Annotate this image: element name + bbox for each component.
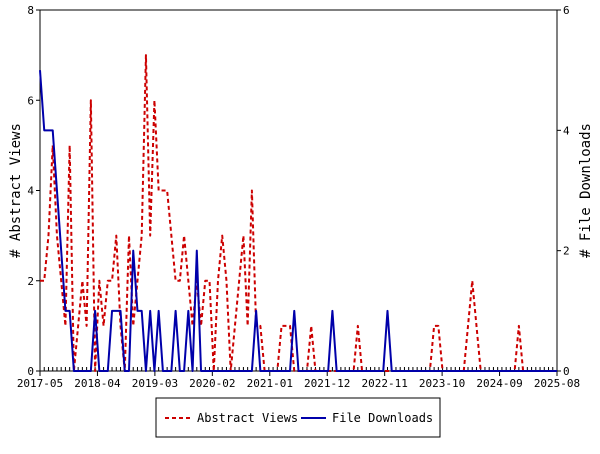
legend-label-abstract-views: Abstract Views — [197, 411, 298, 425]
x-tick-label: 2024-09 — [476, 377, 522, 390]
x-tick-label: 2018-04 — [74, 377, 121, 390]
x-tick-label: 2019-03 — [132, 377, 178, 390]
y2-tick-label: 2 — [563, 245, 570, 258]
y2-tick-label: 4 — [563, 124, 570, 137]
legend-box — [155, 397, 441, 438]
y-tick-label: 8 — [27, 4, 34, 17]
x-tick-label: 2017-05 — [17, 377, 63, 390]
x-tick-label: 2021-12 — [304, 377, 350, 390]
y2-axis-title: # File Downloads — [578, 123, 594, 258]
y-axis-title: # Abstract Views — [8, 123, 24, 258]
y-tick-label: 0 — [27, 365, 34, 378]
x-tick-label: 2023-10 — [419, 377, 465, 390]
y2-tick-label: 6 — [563, 4, 570, 17]
y-tick-label: 2 — [27, 275, 34, 288]
y-tick-label: 4 — [27, 185, 34, 198]
series-line-file-downloads — [39, 70, 557, 372]
y-tick-label: 6 — [27, 94, 34, 107]
series-line-abstract-views — [40, 54, 557, 372]
legend-label-file-downloads: File Downloads — [332, 411, 433, 425]
series-layer — [39, 54, 557, 372]
axes-layer: 0 2 4 6 8 0 2 4 6 2017-05 2018-04 2019-03 2020-02 202… — [8, 4, 594, 390]
x-tick-label: 2021-01 — [247, 377, 293, 390]
x-tick-label: 2025-08 — [534, 377, 580, 390]
x-tick-label: 2020-02 — [189, 377, 235, 390]
x-tick-label: 2022-11 — [361, 377, 407, 390]
plot-frame — [39, 9, 558, 372]
y2-tick-label: 0 — [563, 365, 570, 378]
legend: Abstract Views File Downloads — [155, 397, 441, 438]
